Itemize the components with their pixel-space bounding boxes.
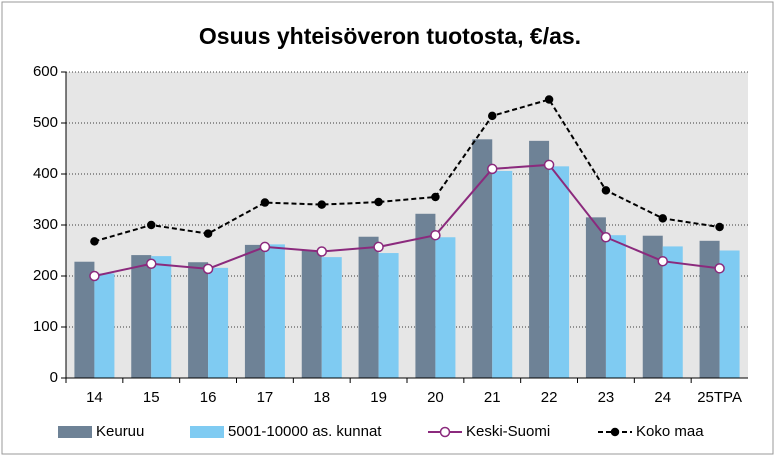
point — [657, 255, 668, 267]
bar — [74, 261, 95, 378]
legend-label: Koko maa — [636, 423, 704, 440]
bar — [699, 240, 720, 378]
bar — [662, 246, 683, 378]
x-tick-label: 20 — [427, 389, 444, 406]
point — [543, 159, 555, 171]
plot-area — [66, 72, 748, 378]
legend-swatch — [610, 427, 620, 437]
y-tick-label: 0 — [50, 369, 58, 386]
point — [430, 229, 441, 241]
bar — [131, 255, 152, 378]
bar — [642, 235, 663, 378]
point — [431, 192, 440, 202]
bar — [549, 166, 570, 378]
legend-label: 5001-10000 as. kunnat — [228, 423, 382, 440]
chart-title: Osuus yhteisöveron tuotosta, €/as. — [199, 23, 581, 49]
point — [487, 163, 498, 175]
point — [259, 241, 271, 253]
legend-label: Keuruu — [96, 423, 144, 440]
bar — [264, 244, 285, 378]
x-tick-label: 19 — [370, 389, 387, 406]
point — [316, 246, 327, 257]
x-tick-label: 15 — [143, 389, 160, 406]
bar — [94, 273, 115, 378]
point — [544, 95, 554, 104]
x-tick-label: 16 — [200, 389, 217, 406]
point — [714, 263, 725, 274]
bar — [321, 257, 342, 378]
legend-swatch — [190, 426, 224, 438]
x-tick-label: 25TPA — [697, 389, 742, 406]
point — [260, 198, 270, 207]
legend-swatch — [58, 426, 92, 438]
bar — [719, 250, 740, 378]
point — [658, 214, 667, 223]
point — [147, 220, 156, 230]
point — [488, 111, 497, 121]
x-tick-label: 24 — [654, 389, 671, 406]
bar — [188, 262, 209, 378]
bar — [415, 213, 436, 378]
point — [203, 229, 213, 238]
y-tick-label: 100 — [33, 318, 58, 335]
y-tick-label: 400 — [33, 165, 58, 182]
x-tick-label: 21 — [484, 389, 501, 406]
point — [146, 258, 157, 270]
point — [317, 200, 326, 209]
x-tick-label: 17 — [257, 389, 274, 406]
line — [94, 98, 720, 243]
point — [715, 222, 724, 232]
bar — [301, 250, 322, 378]
y-tick-label: 300 — [33, 216, 58, 233]
legend-label: Keski-Suomi — [466, 423, 550, 440]
bar — [585, 217, 606, 378]
bar — [472, 139, 493, 378]
x-tick-label: 23 — [598, 389, 615, 406]
point — [90, 237, 99, 246]
x-tick-label: 22 — [541, 389, 558, 406]
bar — [435, 237, 456, 378]
point — [601, 186, 611, 195]
point — [373, 241, 384, 253]
bar — [208, 267, 229, 378]
bar — [378, 253, 399, 378]
y-tick-label: 600 — [33, 63, 58, 80]
point — [89, 270, 100, 282]
point — [202, 263, 214, 275]
y-tick-label: 500 — [33, 114, 58, 131]
point — [600, 231, 612, 243]
bar — [151, 256, 172, 378]
bar — [244, 244, 265, 378]
bar — [529, 140, 550, 378]
x-tick-label: 18 — [313, 389, 330, 406]
x-tick-label: 14 — [86, 389, 103, 406]
line — [94, 163, 720, 277]
point — [374, 197, 383, 207]
bar — [492, 170, 513, 378]
y-tick-label: 200 — [33, 267, 58, 284]
legend-swatch — [439, 426, 451, 438]
bar — [605, 235, 626, 378]
bar — [358, 236, 379, 378]
